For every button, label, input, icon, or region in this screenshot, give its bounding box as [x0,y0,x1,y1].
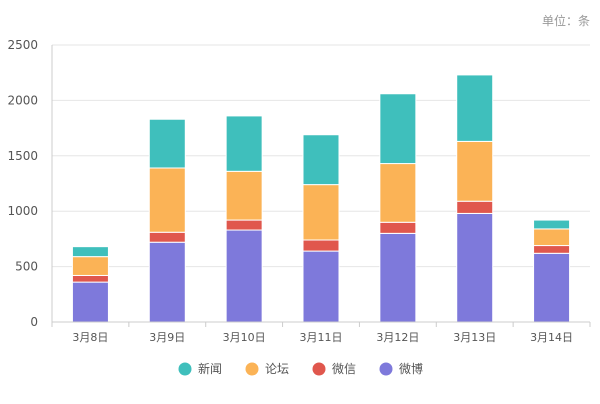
bar-segment [148,167,186,233]
legend-item: 微博 [379,361,423,376]
legend-swatch [379,362,393,376]
bar-segment [302,184,340,241]
legend-label: 微博 [399,361,423,376]
y-tick-label: 0 [30,315,38,329]
legend-item: 论坛 [245,362,289,376]
bar-segment [456,140,494,202]
bar-segment [379,163,417,223]
x-tick-label: 3月8日 [72,331,108,344]
bar-segment [456,74,494,142]
legend-item: 新闻 [178,361,222,376]
bar-segment [225,115,263,172]
bar-segment [225,229,263,323]
bar-segment [71,256,109,276]
bar-segment [533,245,571,254]
bar-segment [148,231,186,243]
bar-segment [456,212,494,323]
bar-segment [456,200,494,214]
bar-segment [302,239,340,252]
legend-swatch [178,362,192,376]
bar-segment [379,93,417,165]
bar-segment [225,219,263,231]
bar-segment [302,250,340,323]
x-tick-label: 3月12日 [376,331,419,344]
bars [71,74,571,323]
x-tick-label: 3月11日 [300,331,343,344]
bar-segment [148,241,186,323]
bar-segment [533,252,571,323]
legend-swatch [312,362,326,376]
x-tick-label: 3月13日 [453,331,496,344]
y-tick-label: 1000 [7,204,38,218]
y-tick-label: 500 [15,260,38,274]
legend-label: 论坛 [265,362,289,376]
bar-segment [71,281,109,323]
legend-swatch [245,362,259,376]
bar-segment [71,274,109,283]
legend: 新闻 论坛 微信 微博 [178,361,423,376]
unit-label: 单位：条 [542,13,590,28]
bar-segment [533,228,571,247]
x-tick-label: 3月9日 [149,331,185,344]
bar-segment [225,170,263,221]
legend-item: 微信 [312,362,356,376]
legend-label: 微信 [332,362,356,376]
bar-segment [379,232,417,323]
bar-segment [302,134,340,186]
y-tick-label: 1500 [7,149,38,163]
bar-segment [533,219,571,230]
legend-label: 新闻 [198,361,222,376]
bar-segment [379,221,417,234]
bar-segment [71,246,109,258]
x-tick-label: 3月14日 [530,331,573,344]
x-tick-label: 3月10日 [223,331,266,344]
bar-segment [148,118,186,169]
axes: 0 500 1000 1500 2000 2500 3月8日 3月9日 3月10日 3月11日 3月… [7,38,591,344]
y-tick-label: 2500 [7,38,38,52]
y-tick-label: 2000 [7,93,38,107]
